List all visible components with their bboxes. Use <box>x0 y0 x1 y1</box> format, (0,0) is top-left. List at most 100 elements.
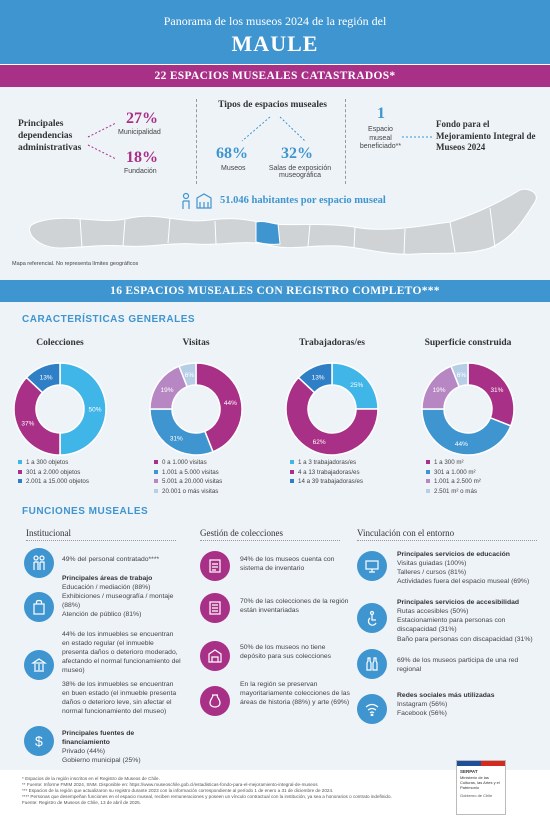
slice-label: 19% <box>433 387 446 394</box>
tipos-connector <box>241 116 306 142</box>
donut-chart: 44% 31% 19% 6% <box>149 362 243 456</box>
legend-swatch <box>18 460 22 465</box>
admin-label-2: Fundación <box>124 168 157 175</box>
legend-swatch <box>426 488 430 493</box>
donut-slice <box>285 376 379 456</box>
donut-slice <box>421 408 512 456</box>
tipos-pct-1: 68% <box>216 145 248 162</box>
inmuebles-regular: 44% de los inmuebles se encuentran en es… <box>62 631 181 674</box>
slice-label: 31% <box>170 435 183 442</box>
gestion-item: 50% de los museos no tiene depósito para… <box>240 644 332 660</box>
inmuebles-bueno: 38% de los inmuebles se encuentran en bu… <box>62 681 177 715</box>
legend-swatch <box>426 469 430 474</box>
legend-label: 1 a 300 m² <box>434 459 464 466</box>
document-icon <box>200 593 230 623</box>
legend-item: 1 a 300 objetos <box>18 458 128 468</box>
fondo-count: 1 <box>377 105 385 122</box>
tipos-pct-2: 32% <box>281 145 313 162</box>
education-icon <box>357 551 387 581</box>
legend-swatch <box>154 488 158 493</box>
chart-title: Visitas <box>182 338 210 348</box>
legend-swatch <box>290 479 294 484</box>
legend-swatch <box>426 479 430 484</box>
footnote: Fuente: Registro de Museos de Chile, 13 … <box>22 800 142 805</box>
edu-item: Talleres / cursos (81%) <box>397 569 467 576</box>
legend-item: 1.001 a 2.500 m² <box>426 477 536 487</box>
fuente-item: Gobierno municipal (25%) <box>62 757 141 764</box>
people-icon <box>181 192 215 215</box>
slice-label: 6% <box>457 372 467 379</box>
red-text: 69% de los museos participa de una red r… <box>397 657 519 673</box>
slice-label: 13% <box>312 374 325 381</box>
legend-item: 1 a 300 m² <box>426 458 536 468</box>
acc-item: Estacionamiento para personas con discap… <box>397 617 506 633</box>
chart-legend: 1 a 300 objetos 301 a 2.000 objetos 2.001 … <box>18 458 128 487</box>
admin-connector <box>87 122 117 160</box>
admin-pct-2: 18% <box>126 149 158 166</box>
people-icon <box>24 548 54 578</box>
summary-section: Principales dependencias administrativas… <box>0 87 550 280</box>
legend-swatch <box>290 460 294 465</box>
legend-swatch <box>18 469 22 474</box>
legend-item: 14 a 39 trabajadoras/es <box>290 477 400 487</box>
wifi-icon <box>357 694 387 724</box>
warehouse-icon <box>200 641 230 671</box>
gestion-item: En la región se preservan mayoritariamen… <box>240 681 350 706</box>
legend-label: 301 a 2.000 objetos <box>26 468 81 476</box>
legend-label: 2.501 m² o más <box>434 487 477 495</box>
edu-item: Visitas guiadas (100%) <box>397 560 467 567</box>
donut-chart: 31% 44% 19% 6% <box>421 362 515 456</box>
band-catastrados: 22 ESPACIOS MUSEALES CATASTRADOS* <box>0 65 550 87</box>
header-subtitle: Panorama de los museos 2024 de la región… <box>163 14 387 28</box>
legend-item: 301 a 1.000 m² <box>426 468 536 478</box>
divider <box>200 540 340 541</box>
donut-slice <box>195 362 243 453</box>
donut-slice <box>297 362 333 394</box>
bottles-icon <box>357 649 387 679</box>
edu-item: Actividades fuera del espacio museal (69… <box>397 578 530 585</box>
fuentes-title: Principales fuentes de financiamiento <box>62 730 135 746</box>
slice-label: 37% <box>21 420 34 427</box>
donut-slice <box>13 376 61 456</box>
legend-swatch <box>290 469 294 474</box>
slice-label: 6% <box>185 372 195 379</box>
slice-label: 62% <box>313 439 326 446</box>
fondo-connector <box>402 136 434 138</box>
footnote: ** Fuente: Informe FMIM 2024, SNM. Dispo… <box>22 782 318 787</box>
chile-map <box>29 188 537 255</box>
habitantes-text: 51.046 habitantes por espacio museal <box>220 195 386 206</box>
caracteristicas-title: CARACTERÍSTICAS GENERALES <box>22 314 196 325</box>
caracteristicas-section: CARACTERÍSTICAS GENERALES Colecciones 50%… <box>0 302 550 512</box>
personal-text: 49% del personal contratado**** <box>62 556 160 563</box>
redes-item: Instagram (56%) <box>397 701 448 708</box>
building-icon <box>24 650 54 680</box>
legend-label: 301 a 1.000 m² <box>434 468 476 476</box>
chart-legend: 1 a 300 m² 301 a 1.000 m² 1.001 a 2.500 m²… <box>426 458 536 496</box>
area-item: Atención de público (81%) <box>62 611 142 618</box>
map-note: Mapa referencial. No representa límites … <box>12 261 139 267</box>
slice-label: 31% <box>490 387 503 394</box>
edu-title: Principales servicios de educación <box>397 551 510 558</box>
area-item: Exhibiciones / museografía / montaje (88… <box>62 593 174 609</box>
donut-slice <box>59 362 107 456</box>
donut-chart: 50% 37% 13% <box>13 362 107 456</box>
legend-label: 5.001 a 20.000 visitas <box>162 478 223 485</box>
band-registro: 16 ESPACIOS MUSEALES CON REGISTRO COMPLE… <box>0 280 550 302</box>
col-institucional-head: Institucional <box>26 528 71 538</box>
admin-label-1: Municipalidad <box>118 129 161 136</box>
legend-label: 1 a 300 objetos <box>26 459 69 466</box>
legend-swatch <box>154 469 158 474</box>
accessibility-icon <box>357 603 387 633</box>
government-logo: SERPAT Ministerio de las Culturas, las A… <box>456 760 506 815</box>
slice-label: 44% <box>455 441 468 448</box>
slice-label: 25% <box>350 382 363 389</box>
legend-label: 14 a 39 trabajadoras/es <box>298 478 364 485</box>
col-vinculacion-head: Vinculación con el entorno <box>357 528 455 538</box>
chart-title: Colecciones <box>36 338 84 348</box>
region-title: MAULE <box>231 31 319 56</box>
legend-item: 20.001 o más visitas <box>154 487 264 497</box>
footnote: **** Personas que desempeñan funciones e… <box>22 794 392 799</box>
legend-label: 1.001 a 2.500 m² <box>434 478 481 485</box>
legend-item: 2.001 a 15.000 objetos <box>18 477 128 487</box>
